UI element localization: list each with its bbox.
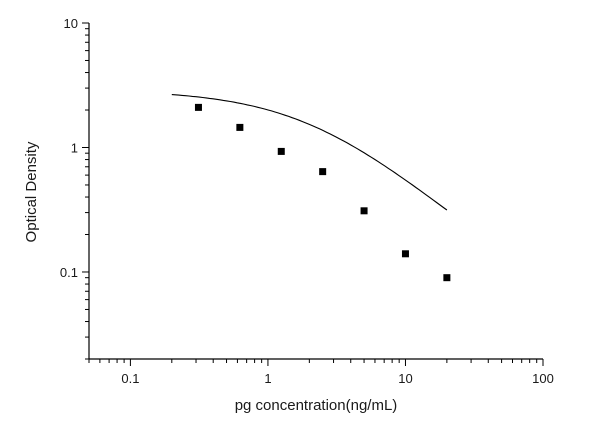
data-point-marker xyxy=(277,147,285,155)
x-tick-label: 1 xyxy=(264,371,271,386)
y-tick-label: 0.1 xyxy=(60,265,78,280)
axes xyxy=(88,23,543,360)
data-point-marker xyxy=(443,274,451,282)
x-tick-label: 10 xyxy=(398,371,412,386)
data-points xyxy=(194,103,451,282)
fit-line xyxy=(171,94,448,211)
data-point-marker xyxy=(360,207,368,215)
fitted-curve xyxy=(171,94,448,211)
data-point-marker xyxy=(194,103,202,111)
x-axis-label: pg concentration(ng/mL) xyxy=(235,397,398,414)
data-point-marker xyxy=(319,168,327,176)
data-point-marker xyxy=(401,250,409,258)
axis-ticks: 0.1 1 10 0.1 1 10 100 xyxy=(60,16,554,386)
y-tick-label: 1 xyxy=(71,140,78,155)
data-point-marker xyxy=(236,123,244,131)
y-tick-label: 10 xyxy=(64,16,78,31)
x-tick-label: 0.1 xyxy=(121,371,139,386)
y-axis-label: Optical Density xyxy=(23,141,40,242)
x-tick-label: 100 xyxy=(532,371,554,386)
